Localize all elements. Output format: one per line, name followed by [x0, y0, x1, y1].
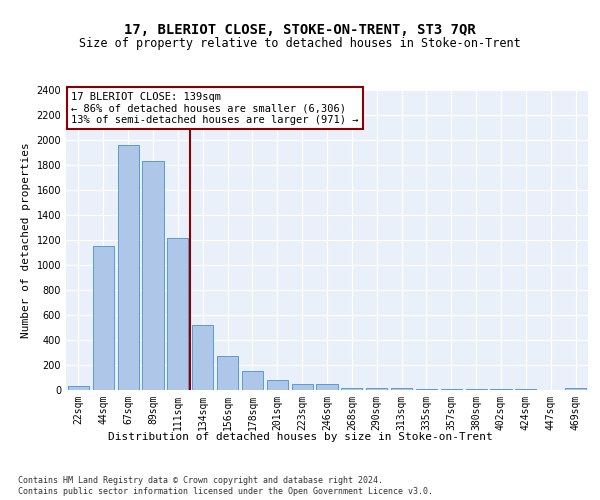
- Bar: [366, 388, 387, 390]
- Bar: [167, 238, 188, 390]
- Bar: [565, 388, 586, 390]
- Bar: [292, 384, 313, 390]
- Bar: [316, 384, 338, 390]
- Text: Distribution of detached houses by size in Stoke-on-Trent: Distribution of detached houses by size …: [107, 432, 493, 442]
- Bar: [242, 371, 263, 390]
- Text: 17, BLERIOT CLOSE, STOKE-ON-TRENT, ST3 7QR: 17, BLERIOT CLOSE, STOKE-ON-TRENT, ST3 7…: [124, 22, 476, 36]
- Bar: [192, 325, 213, 390]
- Bar: [93, 246, 114, 390]
- Bar: [267, 380, 288, 390]
- Bar: [391, 388, 412, 390]
- Text: Size of property relative to detached houses in Stoke-on-Trent: Size of property relative to detached ho…: [79, 38, 521, 51]
- Y-axis label: Number of detached properties: Number of detached properties: [21, 142, 31, 338]
- Text: Contains HM Land Registry data © Crown copyright and database right 2024.: Contains HM Land Registry data © Crown c…: [18, 476, 383, 485]
- Bar: [341, 388, 362, 390]
- Text: 17 BLERIOT CLOSE: 139sqm
← 86% of detached houses are smaller (6,306)
13% of sem: 17 BLERIOT CLOSE: 139sqm ← 86% of detach…: [71, 92, 359, 124]
- Bar: [68, 386, 89, 390]
- Bar: [118, 145, 139, 390]
- Bar: [217, 356, 238, 390]
- Bar: [416, 389, 437, 390]
- Text: Contains public sector information licensed under the Open Government Licence v3: Contains public sector information licen…: [18, 488, 433, 496]
- Bar: [142, 161, 164, 390]
